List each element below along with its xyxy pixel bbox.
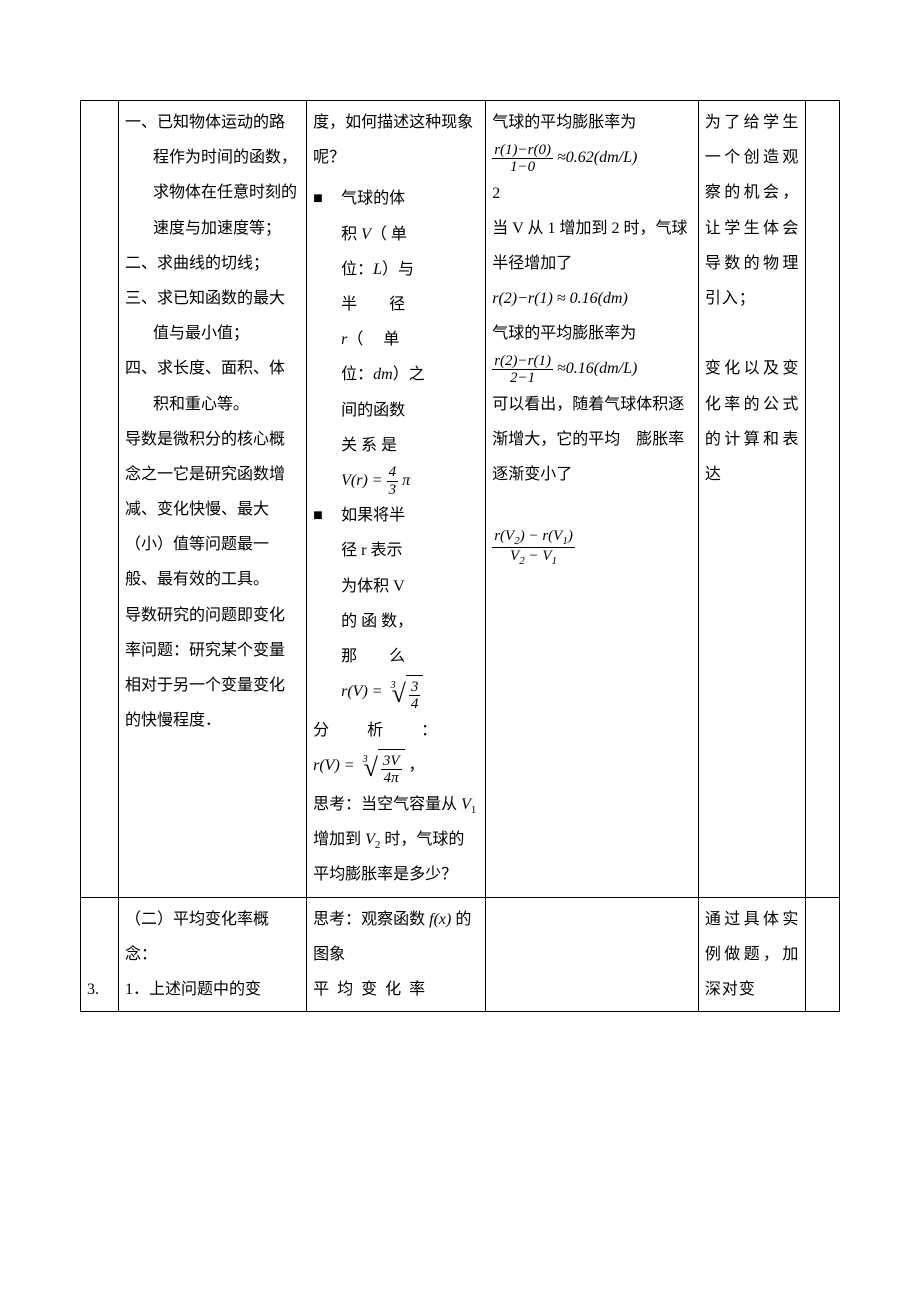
student-activity-cell <box>486 897 699 1012</box>
list-item: 四、求长度、面积、体积和重心等。 <box>125 351 300 421</box>
bullet-item: ■ 气球的体 积 V（ 单 位：L）与 半 径 r（ 单 位：dm）之 间的函数… <box>313 181 479 498</box>
formula-rate2: r(2)−r(1)2−1 ≈0.16(dm/L) <box>492 351 692 386</box>
paragraph: 度，如何描述这种现象呢？ <box>313 105 479 175</box>
knowledge-cell: （二）平均变化率概念： 1．上述问题中的变 <box>119 897 307 1012</box>
empty-cell <box>806 897 840 1012</box>
bullet-marker: ■ <box>313 181 341 498</box>
lesson-plan-table: 一、已知物体运动的路程作为时间的函数，求物体在任意时刻的速度与加速度等； 二、求… <box>80 100 840 1012</box>
teacher-activity-cell: 度，如何描述这种现象呢？ ■ 气球的体 积 V（ 单 位：L）与 半 径 r（ … <box>307 101 486 898</box>
list-item: 三、求已知函数的最大值与最小值； <box>125 281 300 351</box>
formula-diff: r(2)−r(1) ≈ 0.16(dm) <box>492 281 692 316</box>
section-heading: （二）平均变化率概念： <box>125 902 300 972</box>
paragraph: 为了给学生一个创造观察的机会，让学生体会导数的物理引入； <box>705 105 799 316</box>
formula-rv: r(V) = 3 √ 34 <box>341 683 423 700</box>
paragraph: 通过具体实例做题，加深对变 <box>705 902 799 1008</box>
table-row: 3. （二）平均变化率概念： 1．上述问题中的变 思考：观察函数 f(x) 的图… <box>81 897 840 1012</box>
paragraph: 导数研究的问题即变化率问题：研究某个变量相对于另一个变量变化的快慢程度． <box>125 598 300 739</box>
intent-cell: 为了给学生一个创造观察的机会，让学生体会导数的物理引入； 变化以及变化率的公式的… <box>698 101 805 898</box>
formula-analysis: r(V) = 3 √ 3V4π ， <box>313 748 479 787</box>
paragraph: 气球的平均膨胀率为 <box>492 105 692 140</box>
bullet-marker: ■ <box>313 498 341 713</box>
bullet-item: ■ 如果将半 径 r 表示 为体积 V 的 函 数， 那 么 r(V) = 3 … <box>313 498 479 713</box>
paragraph: 平 均 变 化 率 <box>313 972 479 1007</box>
paragraph: 思考：观察函数 f(x) 的图象 <box>313 902 479 972</box>
paragraph: 导数是微积分的核心概念之一它是研究函数增减、变化快慢、最大（小）值等问题最一般、… <box>125 422 300 598</box>
formula-general-rate: r(V2) − r(V1) V2 − V1 <box>492 528 692 567</box>
paragraph: 气球的平均膨胀率为 <box>492 316 692 351</box>
row-number: 3. <box>87 981 99 998</box>
think-prompt: 思考：当空气容量从 V1 增加到 V2 时，气球的平均膨胀率是多少？ <box>313 787 479 893</box>
formula-rate1: r(1)−r(0)1−0 ≈0.62(dm/L) <box>492 140 692 175</box>
list-item: 二、求曲线的切线； <box>125 246 300 281</box>
analysis-label: 分 析 ： <box>313 713 479 748</box>
intent-cell: 通过具体实例做题，加深对变 <box>698 897 805 1012</box>
list-item: 一、已知物体运动的路程作为时间的函数，求物体在任意时刻的速度与加速度等； <box>125 105 300 246</box>
empty-cell <box>806 101 840 898</box>
teacher-activity-cell: 思考：观察函数 f(x) 的图象 平 均 变 化 率 <box>307 897 486 1012</box>
formula-vr: V(r) = 43 π <box>341 472 410 489</box>
paragraph: 当 V 从 1 增加到 2 时，气球半径增加了 <box>492 211 692 281</box>
bullet-text: 如果将半 径 r 表示 为体积 V 的 函 数， 那 么 r(V) = 3 √ … <box>341 498 479 713</box>
paragraph: 变化以及变化率的公式的计算和表达 <box>705 351 799 492</box>
paragraph: 可以看出，随着气球体积逐渐增大，它的平均 膨胀率逐渐变小了 <box>492 387 692 493</box>
student-activity-cell: 气球的平均膨胀率为 r(1)−r(0)1−0 ≈0.62(dm/L) 2 当 V… <box>486 101 699 898</box>
bullet-text: 气球的体 积 V（ 单 位：L）与 半 径 r（ 单 位：dm）之 间的函数 关… <box>341 181 479 498</box>
paragraph: 1．上述问题中的变 <box>125 972 300 1007</box>
note-2: 2 <box>492 176 692 211</box>
row-number-cell <box>81 101 119 898</box>
row-number-cell: 3. <box>81 897 119 1012</box>
table-row: 一、已知物体运动的路程作为时间的函数，求物体在任意时刻的速度与加速度等； 二、求… <box>81 101 840 898</box>
knowledge-cell: 一、已知物体运动的路程作为时间的函数，求物体在任意时刻的速度与加速度等； 二、求… <box>119 101 307 898</box>
